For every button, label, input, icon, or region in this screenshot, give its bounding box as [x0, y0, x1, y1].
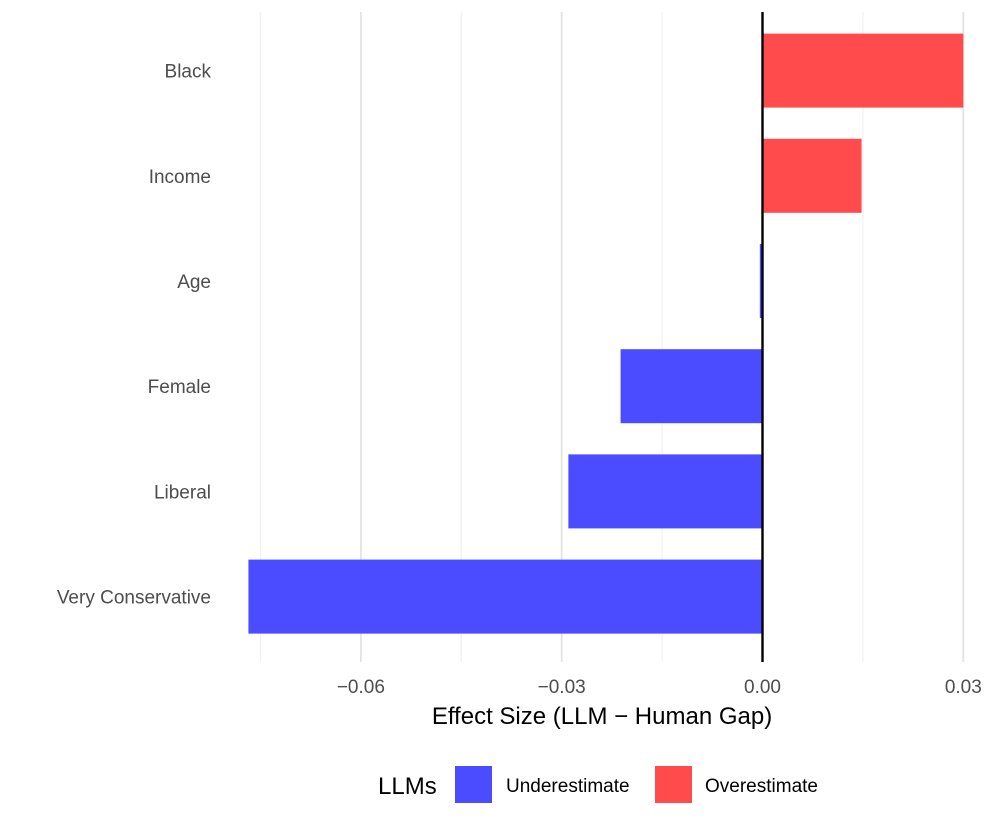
y-tick-label: Liberal [154, 482, 211, 503]
legend-label-underestimate: Underestimate [506, 776, 630, 797]
y-tick-label: Income [149, 167, 211, 188]
legend-swatch-underestimate [455, 766, 492, 803]
bar-black [762, 33, 964, 108]
y-axis-tick-labels: Black Income Age Female Liberal Very Conserva… [57, 62, 212, 609]
legend-title: LLMs [378, 773, 437, 800]
y-tick-label: Age [177, 272, 211, 293]
x-tick-label: 0.00 [744, 677, 781, 698]
x-tick-label: −0.06 [337, 677, 385, 698]
legend: LLMs Underestimate Overestimate [378, 766, 818, 803]
legend-swatch-overestimate [655, 766, 692, 803]
y-tick-label: Black [165, 62, 212, 83]
x-tick-label: 0.03 [945, 677, 982, 698]
bar-income [762, 138, 862, 213]
bar-very-conservative [248, 559, 763, 634]
x-axis-tick-labels: −0.06 −0.03 0.00 0.03 [337, 677, 982, 698]
bars [248, 33, 964, 634]
x-axis-title: Effect Size (LLM − Human Gap) [432, 703, 772, 730]
bar-age [759, 244, 763, 318]
x-tick-label: −0.03 [538, 677, 586, 698]
bar-female [620, 349, 763, 424]
y-tick-label: Female [148, 377, 211, 398]
y-tick-label: Very Conservative [57, 588, 211, 609]
bar-liberal [568, 454, 763, 529]
legend-label-overestimate: Overestimate [705, 776, 818, 797]
